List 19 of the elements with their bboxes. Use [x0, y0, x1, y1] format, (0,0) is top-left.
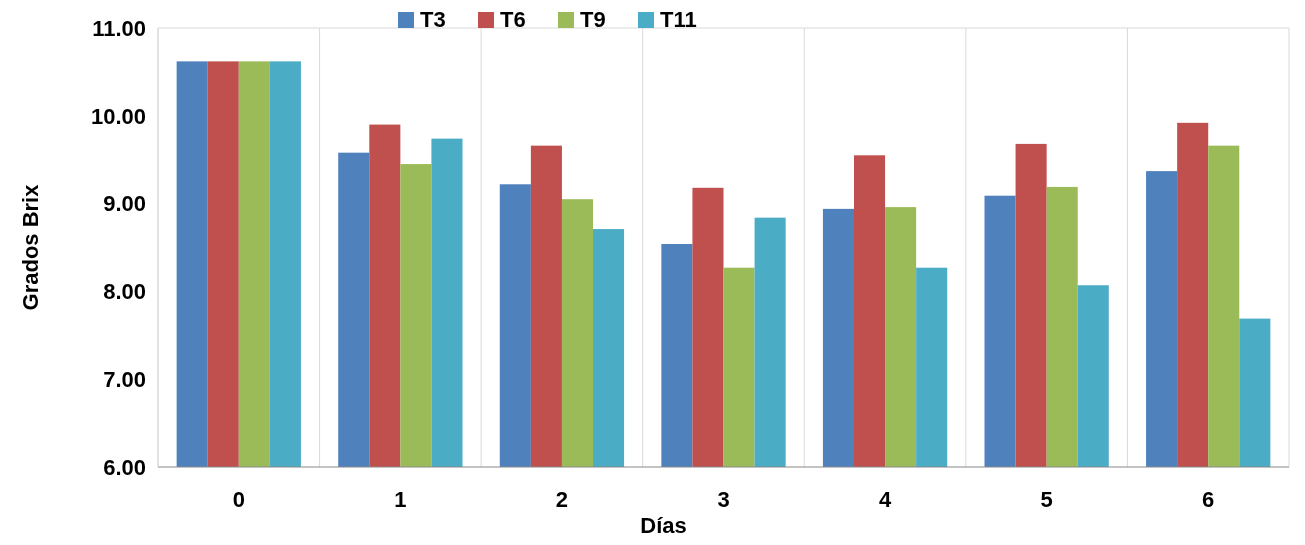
legend-label: T9 — [580, 7, 606, 32]
x-tick-label: 1 — [394, 487, 407, 512]
x-axis-title: Días — [640, 513, 687, 538]
y-tick-label: 11.00 — [92, 15, 146, 41]
x-tick-label: 3 — [717, 487, 730, 512]
legend-label: T3 — [420, 7, 446, 32]
x-tick-label: 2 — [555, 487, 569, 512]
y-tick-label: 9.00 — [103, 191, 146, 217]
x-tick-label: 4 — [878, 487, 892, 512]
legend-label: T11 — [660, 7, 697, 32]
y-tick-label: 8.00 — [103, 279, 146, 305]
y-tick-label: 10.00 — [90, 103, 146, 129]
x-tick-label: 6 — [1202, 487, 1215, 512]
x-tick-label: 5 — [1040, 487, 1053, 512]
x-tick-label: 0 — [232, 487, 245, 512]
y-axis-title: Grados Brix — [18, 183, 43, 311]
y-tick-label: 7.00 — [103, 366, 146, 392]
y-tick-label: 6.00 — [103, 454, 146, 480]
legend-label: T6 — [500, 7, 526, 32]
